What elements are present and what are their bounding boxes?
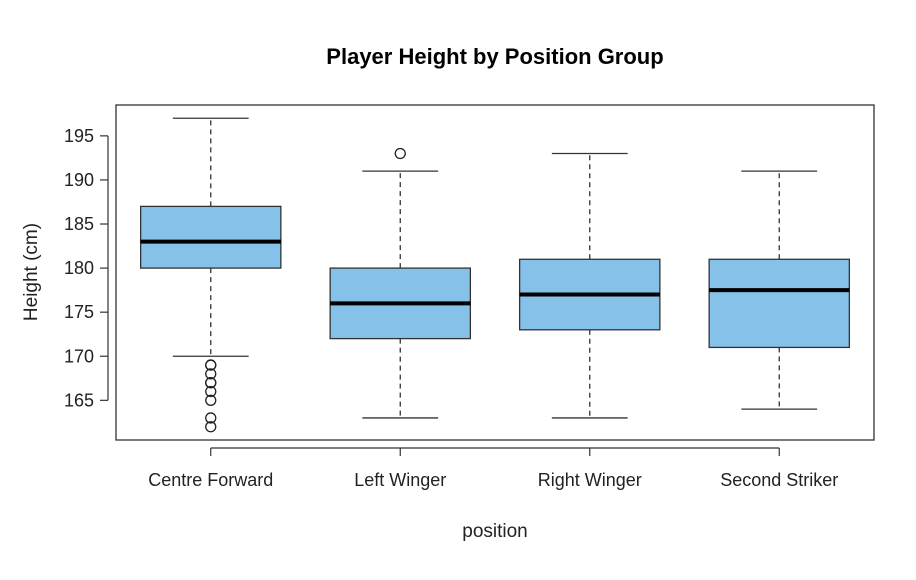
y-axis: 165 170 175 180 185 190 195 — [64, 126, 109, 410]
y-tick-label: 170 — [64, 346, 94, 366]
x-tick-label: Second Striker — [720, 470, 838, 490]
x-tick-label: Right Winger — [538, 470, 642, 490]
boxes-group — [139, 117, 851, 433]
y-tick-label: 195 — [64, 126, 94, 146]
y-tick-label: 165 — [64, 390, 94, 410]
box-iqr — [139, 205, 282, 269]
y-axis-label: Height (cm) — [21, 223, 42, 321]
box-left-winger — [329, 147, 472, 419]
y-tick-label: 180 — [64, 258, 94, 278]
chart-title: Player Height by Position Group — [326, 44, 663, 69]
box-second-striker — [708, 170, 851, 410]
outlier-point — [205, 368, 217, 380]
x-tick-label: Centre Forward — [148, 470, 273, 490]
plot-frame — [115, 104, 875, 441]
y-tick-label: 190 — [64, 170, 94, 190]
outlier-point — [205, 359, 217, 371]
outlier-point — [205, 377, 217, 389]
outlier-point — [394, 147, 406, 160]
x-axis: Centre Forward Left Winger Right Winger Sec… — [148, 447, 838, 490]
outlier-point — [205, 385, 217, 398]
y-tick-label: 185 — [64, 214, 94, 234]
box-iqr — [708, 258, 851, 349]
outlier-point — [205, 412, 217, 424]
box-centre-forward — [139, 117, 282, 433]
x-axis-label: position — [462, 521, 528, 542]
y-tick-label: 175 — [64, 302, 94, 322]
x-tick-label: Left Winger — [354, 470, 446, 490]
outlier-point — [205, 421, 217, 433]
box-right-winger — [518, 152, 661, 419]
outlier-point — [205, 394, 217, 406]
